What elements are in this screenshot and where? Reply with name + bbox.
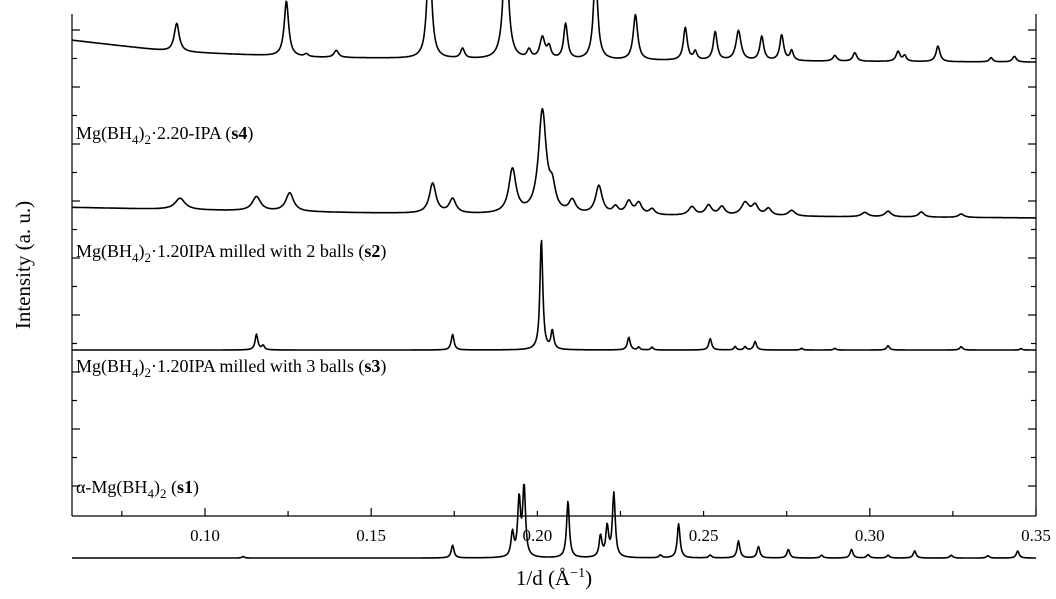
x-axis-title: 1/d (Å−1) [516, 566, 592, 590]
series-label-part: ) [380, 356, 386, 377]
y-ticks [72, 29, 1036, 487]
series-label-part: ) [139, 241, 145, 262]
trace-s2 [71, 107, 1037, 219]
series-label-part: ( [166, 477, 177, 498]
trace-s1 [71, 0, 1037, 63]
x-axis-title-main: 1/d (Å [516, 566, 571, 590]
x-tick-label: 0.10 [190, 526, 220, 545]
series-label-part: 4 [132, 365, 139, 380]
series-labels: Mg(BH4)2·2.20-IPA (s4)Mg(BH4)2·1.20IPA m… [76, 123, 386, 501]
series-label: Mg(BH4)2·1.20IPA milled with 2 balls (s2… [76, 241, 386, 265]
series-label-part: 2 [145, 365, 152, 380]
series-label-part: Mg(BH [76, 356, 132, 377]
series-label-part: s3 [364, 356, 380, 376]
series-label: Mg(BH4)2·1.20IPA milled with 3 balls (s3… [76, 356, 386, 380]
x-axis-title-sup: −1 [570, 566, 585, 581]
series-label-part: 4 [132, 250, 139, 265]
x-tick-label: 0.25 [689, 526, 719, 545]
x-tick-label: 0.15 [356, 526, 386, 545]
series-label-part: ) [154, 477, 160, 498]
y-axis-title: Intensity (a. u.) [11, 201, 35, 329]
x-tick-label: 0.20 [523, 526, 553, 545]
series-label-part: s4 [231, 123, 247, 143]
series-label: α-Mg(BH4)2 (s1) [76, 477, 199, 501]
x-axis-title-end: ) [585, 566, 592, 590]
series-label-part: ) [247, 123, 253, 144]
series-label-part: ·2.20-IPA ( [151, 123, 231, 144]
series-label-part: Mg(BH [76, 123, 132, 144]
trace-s3 [71, 239, 1037, 351]
traces [71, 0, 1037, 559]
series-label-part: ·1.20IPA milled with 3 balls ( [151, 356, 364, 377]
series-label-part: ) [139, 356, 145, 377]
series-label-part: 2 [145, 132, 152, 147]
x-ticks: 0.10 0.15 0.20 0.25 0.30 0.35 [121, 508, 1051, 545]
series-label-part: ) [139, 123, 145, 144]
series-label-part: 4 [147, 486, 154, 501]
series-label-part: s2 [364, 241, 380, 261]
x-tick-label: 0.35 [1021, 526, 1051, 545]
series-label-part: ·1.20IPA milled with 2 balls ( [151, 241, 364, 262]
trace-s4 [71, 483, 1037, 559]
x-tick-label: 0.30 [855, 526, 885, 545]
plot-frame [71, 14, 1037, 517]
series-label-part: s1 [177, 477, 193, 497]
series-label-part: ) [380, 241, 386, 262]
series-label-part: 4 [132, 132, 139, 147]
series-label-part: Mg(BH [76, 241, 132, 262]
series-label-part: 2 [145, 250, 152, 265]
series-label: Mg(BH4)2·2.20-IPA (s4) [76, 123, 253, 147]
series-label-part: α-Mg(BH [76, 477, 147, 498]
series-label-part: 2 [160, 486, 167, 501]
series-label-part: ) [193, 477, 199, 498]
